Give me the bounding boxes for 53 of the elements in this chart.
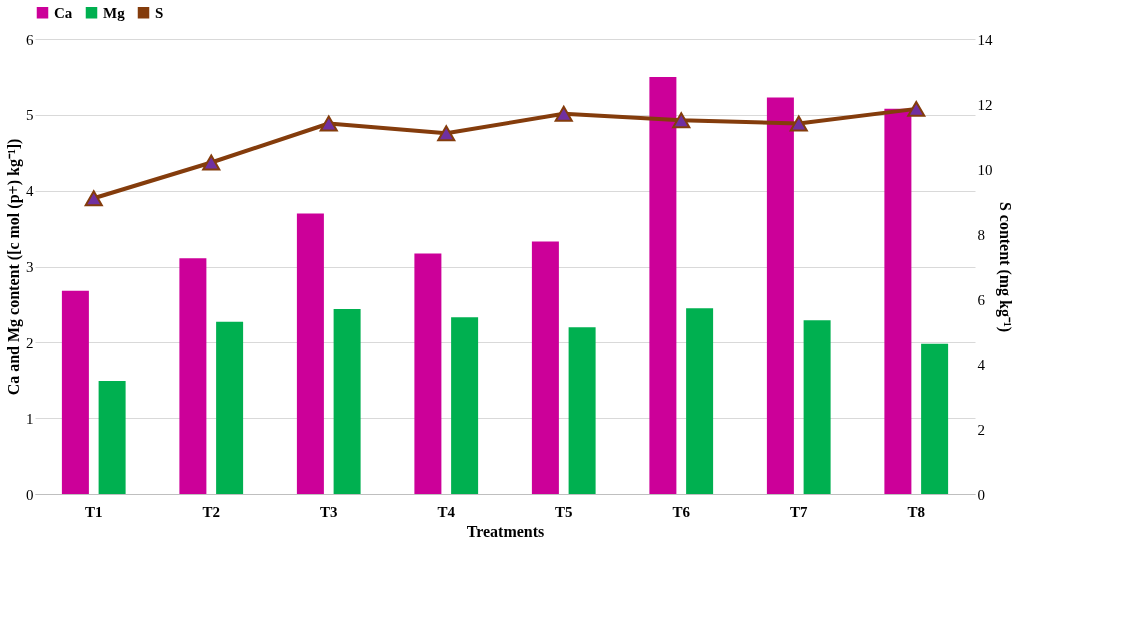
legend-label: Mg <box>103 4 126 21</box>
y2-tick-label: 0 <box>977 486 985 503</box>
bar <box>531 241 559 494</box>
legend-label: Ca <box>54 4 73 21</box>
y2-tick-label: 4 <box>977 356 986 373</box>
point <box>319 115 338 132</box>
y-tick-label: 6 <box>26 31 34 48</box>
y2-tick-label: 10 <box>977 161 993 178</box>
x-tick-label: T2 <box>202 503 221 520</box>
y-tick-label: 2 <box>26 334 34 351</box>
x-tick-label: T8 <box>907 503 926 520</box>
bar <box>803 320 831 494</box>
y2-axis-title: S content (mg kg⁻¹) <box>995 201 1014 333</box>
bar <box>61 290 89 494</box>
point <box>672 112 691 129</box>
bar <box>333 308 361 494</box>
bar <box>179 258 207 494</box>
bar <box>921 343 949 494</box>
x-tick-label: T6 <box>672 503 691 520</box>
point <box>789 115 808 132</box>
point <box>554 105 573 122</box>
y-tick-label: 5 <box>26 107 34 124</box>
point <box>84 190 103 207</box>
bar <box>216 321 244 494</box>
y-tick-label: 0 <box>26 486 34 503</box>
bar <box>414 253 442 494</box>
x-axis-title: Treatments <box>466 522 545 540</box>
y-tick-label: 1 <box>26 410 34 427</box>
point <box>907 100 926 117</box>
legend-label: S <box>155 4 164 21</box>
y-tick-label: 4 <box>26 183 34 200</box>
bar <box>686 308 714 494</box>
y2-tick-label: 14 <box>977 31 993 48</box>
x-tick-label: T1 <box>84 503 103 520</box>
bar <box>766 97 794 494</box>
bar <box>568 327 596 494</box>
bar <box>296 213 324 494</box>
y2-tick-label: 12 <box>977 96 993 113</box>
y-tick-label: 3 <box>26 259 34 275</box>
x-tick-label: T3 <box>319 503 338 520</box>
y2-tick-label: 8 <box>977 226 985 243</box>
x-tick-label: T4 <box>437 503 456 520</box>
bar <box>884 108 912 494</box>
y-axis-title: Ca and Mg content ([c mol (p+) kg⁻¹]) <box>5 138 23 396</box>
y2-tick-label: 6 <box>977 291 986 308</box>
bar <box>649 76 677 494</box>
point <box>202 154 221 171</box>
x-tick-label: T5 <box>554 503 573 520</box>
bar <box>451 317 479 494</box>
bar <box>98 381 126 494</box>
x-tick-label: T7 <box>789 503 808 520</box>
y2-tick-label: 2 <box>977 421 985 438</box>
point <box>437 125 456 142</box>
